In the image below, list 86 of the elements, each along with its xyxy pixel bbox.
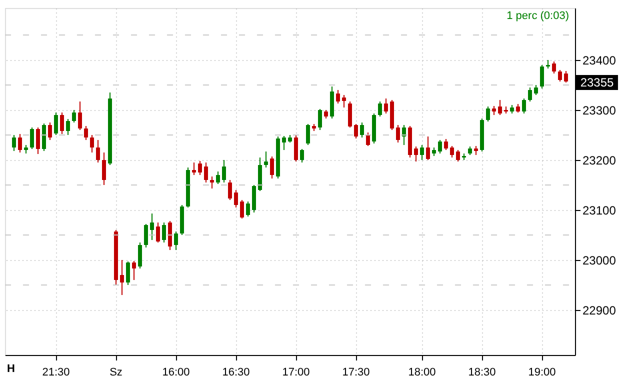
candlestick [66,118,70,136]
candlestick [564,70,568,83]
x-tick-label: 18:30 [468,366,496,378]
y-tick-label: 23100 [582,204,616,218]
x-tick-label: 16:00 [162,366,190,378]
candlestick [246,201,250,217]
candlestick [252,184,256,213]
candlestick [270,156,274,179]
candlestick [120,260,124,296]
candlestick [384,98,388,114]
candlestick [102,152,106,186]
annotation: 1 perc (0:03) [506,10,569,22]
candlestick [12,134,16,152]
candlestick [438,140,442,154]
candlestick [558,70,562,82]
candlestick [396,124,400,143]
candlestick [210,176,214,189]
x-tick-label: 18:00 [408,366,436,378]
candlestick [294,134,298,162]
candlestick [96,140,100,163]
y-tick-label: 23000 [582,254,616,268]
x-tick-label: 17:30 [342,366,370,378]
text: H [7,363,15,375]
y-tick-label: 23400 [582,54,616,68]
candlestick [522,98,526,114]
candlestick [498,100,502,116]
candlestick [318,108,322,130]
candlestick [342,94,346,108]
x-tick-label: 16:30 [222,366,250,378]
candlestick [228,180,232,200]
candlestick [18,134,22,153]
candlestick [444,138,448,150]
candlestick [336,90,340,104]
x-tick-label: Sz [110,366,122,378]
candlestick [42,123,46,152]
candlestick [234,190,238,208]
candlestick [72,110,76,123]
candlestick [144,224,148,248]
candlestick [198,160,202,176]
x-tick-label: 19:00 [528,366,556,378]
candlestick [36,127,40,154]
candlestick [534,84,538,96]
candlestick [48,122,52,140]
candlestick [192,162,196,176]
candlestick [162,222,166,243]
candlestick [150,213,154,240]
candlestick [486,106,490,122]
candlestick [54,112,58,136]
y-tick-label: 23200 [582,154,616,168]
candlestick [354,124,358,139]
candlestick [60,112,64,134]
candlestick [168,220,172,250]
candlestick [360,122,364,138]
candlestick [540,64,544,89]
annotation: 23355 [580,76,614,90]
candlestick [204,162,208,183]
y-tick-label: 22900 [582,304,616,318]
candlestick [426,136,430,160]
candlestick [414,146,418,162]
y-tick-label: 23300 [582,104,616,118]
candlestick [264,151,268,168]
candlestick [366,132,370,146]
candlestick [156,222,160,243]
candlestick [552,61,556,74]
candlestick [306,124,310,146]
candlestick [528,87,532,102]
candlestick [348,101,352,128]
candlestick [420,144,424,160]
candlestick [222,160,226,183]
candlestick [450,146,454,158]
candlestick [138,242,142,269]
candlestick [30,127,34,150]
candlestick [174,231,178,250]
candlestick [240,200,244,219]
candlestick [378,101,382,117]
candlestick [78,101,82,130]
candlestick [132,260,136,280]
candlestick [126,261,130,286]
x-tick-label: 21:30 [42,366,70,378]
candlestick [456,150,460,162]
candlestick [90,134,94,153]
candlestick [84,126,88,140]
candlestick [282,136,286,150]
x-tick-label: 17:00 [282,366,310,378]
candlestick [216,171,220,184]
candlestick [300,148,304,163]
